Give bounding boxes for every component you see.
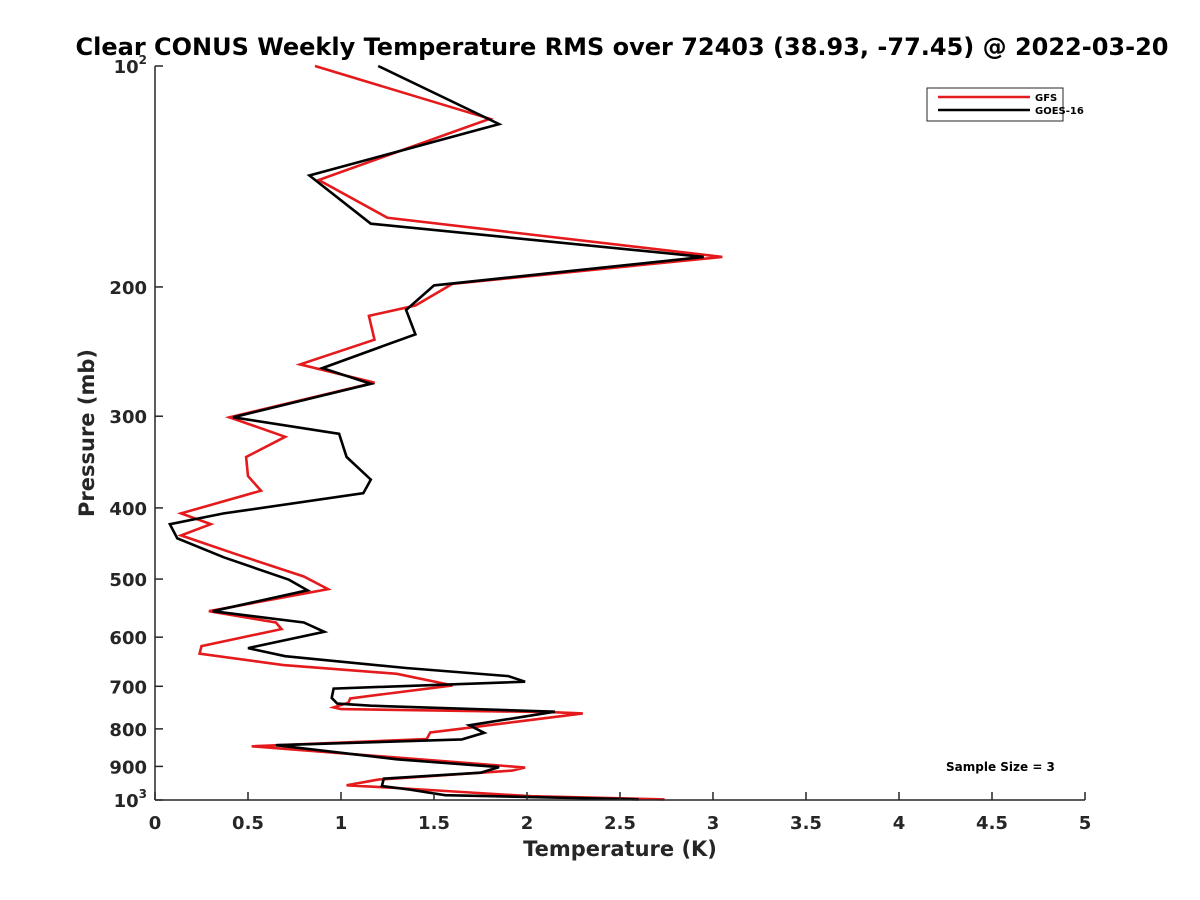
axes (154, 66, 1085, 801)
x-ticks: 0 0.5 1 1.5 2 2.5 3 3.5 4 4.5 5 (149, 792, 1092, 834)
legend-label-gfs: GFS (1035, 93, 1057, 104)
y-ticks: 102 200 300 400 500 600 700 800 900 103 (109, 53, 163, 812)
y-tick-label: 500 (109, 570, 147, 591)
x-tick-label: 4 (893, 813, 906, 834)
y-tick-label: 800 (109, 720, 147, 741)
x-axis-label: Temperature (K) (523, 837, 717, 861)
series-line-goes16 (167, 64, 704, 801)
y-tick-label: 103 (114, 787, 147, 812)
series-layer (167, 64, 723, 801)
y-tick-label: 400 (109, 499, 147, 520)
y-axis-label: Pressure (mb) (75, 349, 99, 517)
x-tick-label: 2 (521, 813, 534, 834)
x-tick-label: 0 (149, 813, 162, 834)
legend-label-goes16: GOES-16 (1035, 106, 1084, 117)
y-tick-label: 600 (109, 628, 147, 649)
y-tick-label: 900 (109, 757, 147, 778)
x-tick-label: 0.5 (232, 813, 264, 834)
sample-size-annotation: Sample Size = 3 (946, 760, 1055, 774)
y-tick-label: 200 (109, 278, 147, 299)
x-tick-label: 1 (335, 813, 348, 834)
y-tick-label: 700 (109, 677, 147, 698)
x-tick-label: 5 (1079, 813, 1092, 834)
series-line-gfs (176, 64, 723, 801)
chart-title: Clear CONUS Weekly Temperature RMS over … (76, 33, 1169, 61)
x-tick-label: 3.5 (790, 813, 822, 834)
x-tick-label: 2.5 (604, 813, 636, 834)
x-tick-label: 1.5 (418, 813, 450, 834)
legend-box (926, 87, 1064, 122)
y-tick-label: 102 (114, 53, 147, 78)
y-tick-label: 300 (109, 407, 147, 428)
x-tick-label: 4.5 (976, 813, 1008, 834)
legend: GFS GOES-16 (926, 87, 1084, 122)
x-tick-label: 3 (707, 813, 720, 834)
